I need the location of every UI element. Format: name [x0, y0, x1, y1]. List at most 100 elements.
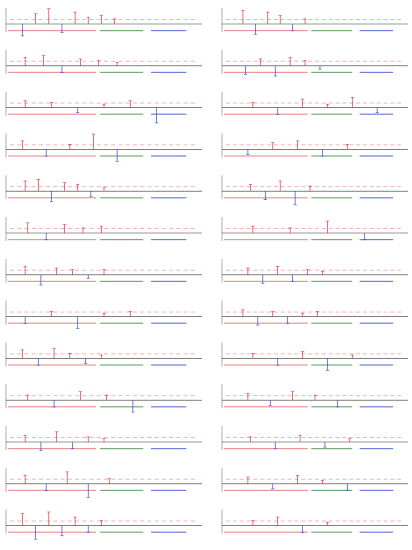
- tick-label-mark: [169, 520, 174, 522]
- tick-label-mark: [96, 269, 101, 271]
- tick-label-mark: [328, 228, 333, 229]
- tick-label-mark: [190, 228, 195, 229]
- tick-label-mark: [383, 437, 388, 438]
- tick-label-mark: [308, 228, 313, 229]
- tick-label-mark: [60, 353, 65, 355]
- tick-label-mark: [118, 437, 123, 438]
- tick-label-mark: [287, 311, 292, 313]
- tick-label-mark: [31, 269, 36, 271]
- tick-label-mark: [232, 353, 237, 355]
- tick-label-mark: [38, 311, 43, 313]
- tick-label-mark: [53, 353, 58, 355]
- tick-label-mark: [147, 228, 152, 229]
- tick-label-mark: [267, 269, 272, 271]
- tick-label-mark: [67, 60, 72, 62]
- tick-label-mark: [356, 102, 361, 104]
- tick-label-mark: [356, 478, 361, 480]
- tick-label-mark: [232, 269, 237, 271]
- tick-label-mark: [335, 19, 340, 20]
- tick-label-mark: [301, 311, 306, 313]
- tick-label-mark: [376, 395, 381, 397]
- tick-label-mark: [190, 353, 195, 355]
- tick-label-mark: [132, 102, 137, 104]
- tick-label-mark: [60, 269, 65, 271]
- tick-label-mark: [176, 520, 181, 522]
- panel-mass-line: [311, 239, 353, 241]
- tick-label-mark: [369, 478, 374, 480]
- tick-label-band: [226, 437, 402, 438]
- tick-label-mark: [140, 102, 145, 104]
- spectrum-panel: [221, 426, 408, 450]
- tick-label-mark: [24, 437, 29, 438]
- tick-label-mark: [82, 353, 87, 355]
- tick-label-mark: [397, 520, 402, 522]
- panel-info-line: [224, 113, 308, 115]
- tick-label-mark: [383, 395, 388, 397]
- tick-label-mark: [38, 353, 43, 355]
- tick-label-mark: [315, 478, 319, 480]
- tick-label-mark: [132, 186, 137, 188]
- panel-info-line: [8, 239, 97, 241]
- tick-label-mark: [232, 60, 237, 62]
- tick-label-mark: [369, 60, 374, 62]
- tick-label-mark: [273, 228, 278, 229]
- tick-label-mark: [10, 478, 14, 480]
- tick-label-mark: [253, 102, 258, 104]
- tick-label-mark: [75, 60, 80, 62]
- panel-mass-line: [311, 197, 353, 199]
- tick-label-mark: [154, 520, 159, 522]
- panel-id-line: [359, 448, 394, 450]
- tick-label-mark: [294, 19, 299, 20]
- tick-label-mark: [154, 269, 159, 271]
- tick-label-mark: [75, 311, 80, 313]
- tick-label-mark: [53, 228, 58, 229]
- tick-label-mark: [369, 353, 374, 355]
- tick-label-mark: [176, 437, 181, 438]
- tick-label-mark: [190, 60, 195, 62]
- tick-label-mark: [273, 437, 278, 438]
- tick-label-mark: [260, 144, 265, 146]
- tick-label-mark: [369, 520, 374, 522]
- tick-label-mark: [53, 60, 58, 62]
- tick-label-mark: [390, 60, 395, 62]
- tick-label-mark: [260, 353, 265, 355]
- tick-label-mark: [104, 437, 108, 438]
- tick-label-mark: [46, 269, 51, 271]
- tick-label-mark: [294, 269, 299, 271]
- tick-label-mark: [96, 437, 101, 438]
- tick-label-mark: [140, 478, 145, 480]
- tick-label-mark: [140, 19, 145, 20]
- tick-label-mark: [183, 102, 188, 104]
- tick-label-mark: [383, 269, 388, 271]
- tick-label-mark: [294, 144, 299, 146]
- tick-label-mark: [267, 437, 272, 438]
- tick-label-mark: [154, 395, 159, 397]
- tick-label-mark: [46, 102, 51, 104]
- tick-label-mark: [342, 186, 347, 188]
- tick-label-mark: [376, 520, 381, 522]
- tick-label-band: [10, 102, 195, 104]
- tick-label-mark: [280, 478, 285, 480]
- tick-label-band: [226, 19, 402, 20]
- tick-label-mark: [383, 144, 388, 146]
- tick-label-mark: [125, 144, 130, 146]
- tick-label-mark: [226, 311, 230, 313]
- tick-label-mark: [376, 60, 381, 62]
- tick-label-mark: [125, 19, 130, 20]
- tick-label-mark: [301, 520, 306, 522]
- tick-label-mark: [301, 144, 306, 146]
- tick-label-band: [226, 102, 402, 104]
- tick-label-mark: [328, 144, 333, 146]
- tick-label-mark: [24, 102, 29, 104]
- tick-label-mark: [89, 311, 94, 313]
- tick-label-mark: [31, 520, 36, 522]
- tick-label-mark: [176, 186, 181, 188]
- panel-mass-line: [100, 489, 144, 491]
- tick-label-mark: [362, 144, 367, 146]
- tick-label-mark: [287, 19, 292, 20]
- tick-label-mark: [349, 60, 354, 62]
- tick-label-mark: [147, 144, 152, 146]
- tick-label-mark: [267, 60, 272, 62]
- tick-label-mark: [125, 395, 130, 397]
- tick-label-mark: [260, 520, 265, 522]
